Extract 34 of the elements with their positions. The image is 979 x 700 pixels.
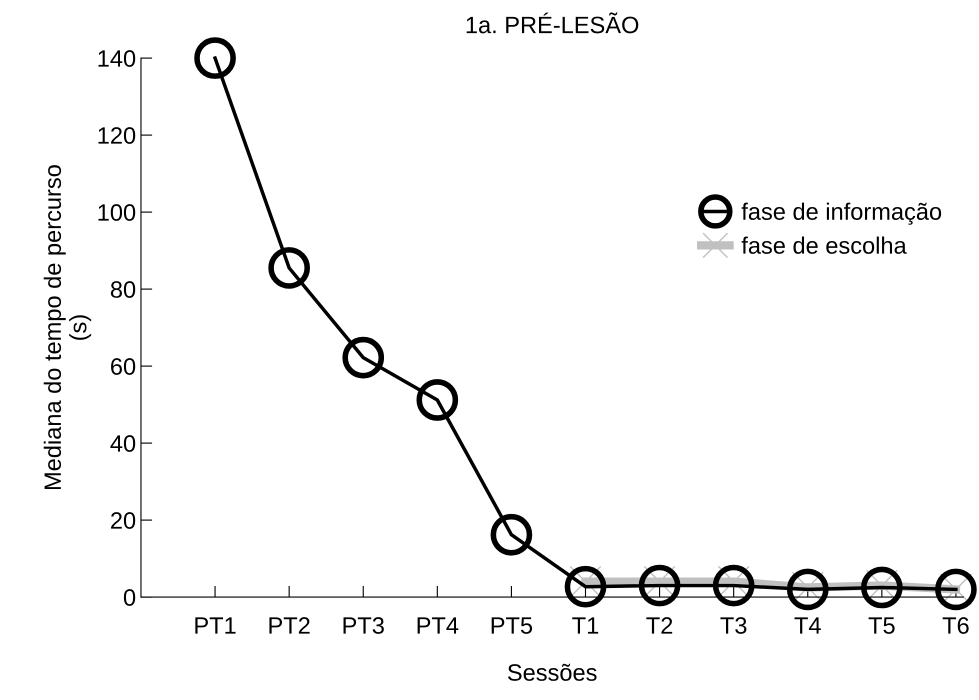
point xyxy=(268,247,310,289)
x-tick-label: T2 xyxy=(646,617,672,634)
x-tick-label: PT1 xyxy=(195,617,236,634)
y-tick-label: 80 xyxy=(110,281,136,298)
y-tick-label: 120 xyxy=(98,127,136,144)
x-tick-label: PT2 xyxy=(269,617,310,634)
y-tick-label: 0 xyxy=(124,589,136,606)
x-tick-label: T6 xyxy=(942,617,969,634)
x-tick-label: T4 xyxy=(794,617,821,634)
y-tick-label: 140 xyxy=(98,50,136,67)
point xyxy=(712,564,755,606)
legend-label: fase de escolha xyxy=(742,236,907,254)
x-tick-label: T3 xyxy=(720,617,746,634)
x-tick-label: PT4 xyxy=(418,617,458,634)
y-axis-title: Mediana do tempo de percurso (s) xyxy=(44,165,92,490)
point xyxy=(861,566,903,608)
x-tick-label: T5 xyxy=(868,617,895,634)
x-tick-label: PT5 xyxy=(492,617,532,634)
y-tick-label: 40 xyxy=(110,435,136,452)
x-axis-title: Sessões xyxy=(508,664,597,681)
chart-title: 1a. PRÉ-LESÃO xyxy=(466,12,638,34)
point xyxy=(342,336,384,378)
x-tick-label: T1 xyxy=(572,617,598,634)
point xyxy=(416,379,458,421)
legend-label: fase de informação xyxy=(742,202,942,225)
x-tick-label: PT3 xyxy=(344,617,384,634)
y-tick-label: 100 xyxy=(98,204,136,221)
point xyxy=(490,514,532,556)
y-tick-label: 20 xyxy=(111,512,136,529)
point xyxy=(194,37,236,79)
y-tick-label: 60 xyxy=(111,358,136,375)
point xyxy=(564,566,606,608)
point xyxy=(638,564,680,606)
point xyxy=(786,568,829,610)
